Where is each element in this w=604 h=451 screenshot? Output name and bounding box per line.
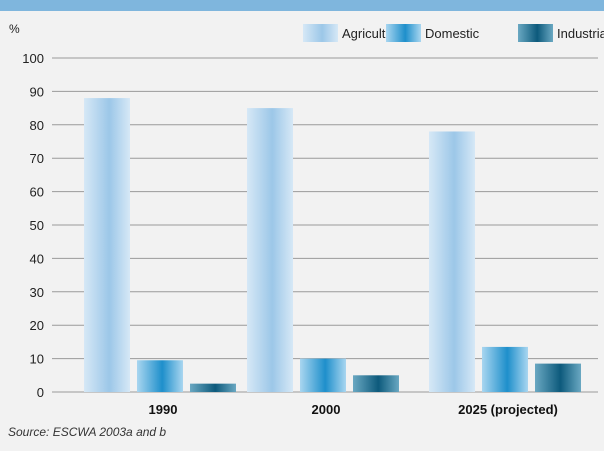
x-category-label: 1990 xyxy=(149,402,178,417)
y-tick-label: 30 xyxy=(30,285,44,300)
bar-domestic-2025-projected xyxy=(482,346,528,392)
grid-lines xyxy=(52,57,598,393)
bar-agriculture-2000 xyxy=(247,108,293,392)
y-tick-label: 20 xyxy=(30,318,44,333)
legend: AgricultureDomesticIndustrial xyxy=(303,24,604,42)
x-category-label: 2025 (projected) xyxy=(458,402,558,417)
bar-agriculture-2025-projected xyxy=(429,131,475,393)
y-unit-label: % xyxy=(9,22,20,36)
y-tick-label: 90 xyxy=(30,84,44,99)
axes: 0 10 20 30 40 50 60 70 80 90 100 1990 2000 2025 (proj… xyxy=(22,51,558,417)
y-tick-label: 10 xyxy=(30,352,44,367)
legend-label-industrial: Industrial xyxy=(557,26,604,41)
y-tick-label: 0 xyxy=(37,385,44,400)
bar-industrial-1990 xyxy=(190,383,236,392)
y-tick-label: 40 xyxy=(30,251,44,266)
y-tick-label: 100 xyxy=(22,51,44,66)
y-tick-label: 70 xyxy=(30,151,44,166)
bar-industrial-2000 xyxy=(353,375,399,392)
bar-domestic-1990 xyxy=(137,360,183,392)
legend-swatch-domestic xyxy=(386,24,421,42)
legend-swatch-agriculture xyxy=(303,24,338,42)
bar-domestic-2000 xyxy=(300,358,346,392)
header-band xyxy=(0,0,604,11)
y-tick-label: 80 xyxy=(30,118,44,133)
source-note: Source: ESCWA 2003a and b xyxy=(8,425,167,439)
x-category-label: 2000 xyxy=(312,402,341,417)
bar-industrial-2025-projected xyxy=(535,363,581,392)
legend-swatch-industrial xyxy=(518,24,553,42)
legend-label-domestic: Domestic xyxy=(425,26,480,41)
y-tick-label: 60 xyxy=(30,185,44,200)
y-tick-label: 50 xyxy=(30,218,44,233)
bars xyxy=(84,98,581,393)
bar-agriculture-1990 xyxy=(84,98,130,392)
